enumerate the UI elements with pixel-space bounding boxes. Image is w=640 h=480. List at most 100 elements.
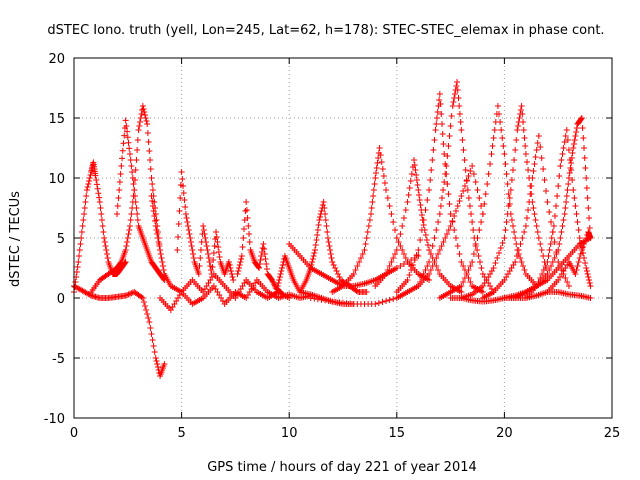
data-point: [316, 217, 323, 223]
data-point: [211, 243, 218, 249]
data-point: [98, 211, 105, 217]
data-point: [469, 259, 476, 265]
data-point: [500, 143, 507, 149]
data-point: [440, 141, 447, 147]
data-point: [322, 217, 329, 223]
data-point: [243, 199, 250, 205]
data-point: [261, 251, 268, 257]
data-point: [76, 247, 83, 253]
data-point: [123, 123, 130, 129]
data-point: [125, 139, 132, 146]
data-point: [367, 211, 374, 217]
data-point: [431, 235, 438, 241]
data-point: [501, 235, 508, 241]
data-point: [417, 237, 424, 243]
data-point: [521, 135, 528, 141]
data-point: [215, 249, 222, 255]
data-point: [148, 193, 155, 199]
data-point: [468, 211, 475, 217]
data-point: [478, 265, 485, 271]
data-point: [537, 241, 544, 247]
data-point: [413, 172, 420, 178]
data-point: [119, 147, 126, 154]
data-point: [239, 244, 246, 250]
data-point: [122, 117, 129, 124]
data-point: [469, 163, 476, 169]
data-point: [535, 133, 542, 139]
data-point: [576, 255, 583, 261]
data-point: [352, 267, 359, 273]
data-point: [433, 263, 440, 269]
data-point: [137, 115, 144, 121]
data-point: [142, 112, 149, 118]
x-tick-label: 20: [496, 426, 513, 441]
data-point: [548, 263, 555, 269]
data-point: [533, 223, 540, 229]
data-point: [489, 143, 496, 149]
data-point: [393, 235, 400, 241]
data-point: [87, 172, 94, 178]
data-point: [435, 219, 442, 225]
data-point: [477, 259, 484, 265]
data-point: [470, 251, 477, 257]
data-point: [180, 190, 187, 196]
data-point: [127, 157, 134, 163]
data-point: [205, 255, 212, 261]
data-point: [268, 277, 275, 283]
data-point: [490, 265, 497, 271]
data-point: [201, 231, 208, 237]
data-point: [428, 167, 435, 173]
data-point: [329, 259, 336, 265]
data-point: [180, 183, 187, 189]
data-point: [437, 101, 444, 107]
data-point: [206, 259, 213, 265]
data-point: [133, 157, 140, 163]
data-point: [575, 227, 582, 233]
data-point: [433, 115, 440, 121]
data-point: [516, 115, 523, 121]
data-point: [475, 253, 482, 259]
data-point: [426, 277, 433, 283]
y-tick-label: -5: [52, 352, 65, 367]
series-24: [447, 289, 594, 305]
data-point: [320, 199, 327, 205]
data-point: [383, 187, 390, 193]
data-point: [131, 193, 138, 199]
x-tick-label: 5: [177, 426, 185, 441]
data-point: [100, 229, 107, 235]
data-point: [411, 162, 418, 168]
data-point: [149, 337, 156, 343]
data-point: [583, 185, 590, 191]
data-point: [323, 223, 330, 229]
data-point: [566, 170, 573, 176]
data-point: [586, 225, 593, 231]
data-point: [457, 119, 464, 125]
data-point: [539, 271, 546, 277]
data-point: [458, 259, 465, 265]
data-point: [456, 103, 463, 109]
data-point: [321, 205, 328, 211]
data-point: [78, 229, 85, 235]
data-point: [103, 251, 110, 257]
data-point: [531, 211, 538, 217]
data-point: [133, 205, 140, 211]
data-point: [399, 223, 406, 229]
data-point: [126, 223, 133, 229]
data-point: [140, 299, 147, 305]
data-point: [226, 262, 233, 268]
data-point: [555, 259, 562, 265]
data-point: [276, 274, 283, 280]
data-point: [148, 331, 155, 337]
data-point: [395, 239, 402, 245]
data-point: [84, 184, 91, 190]
data-point: [555, 247, 562, 253]
data-point: [399, 247, 406, 253]
data-point: [521, 229, 528, 235]
data-point: [228, 268, 235, 274]
data-point: [319, 202, 326, 208]
data-point: [427, 267, 434, 273]
data-point: [462, 167, 469, 173]
data-point: [181, 197, 188, 203]
data-point: [365, 223, 372, 229]
data-point: [386, 297, 393, 303]
